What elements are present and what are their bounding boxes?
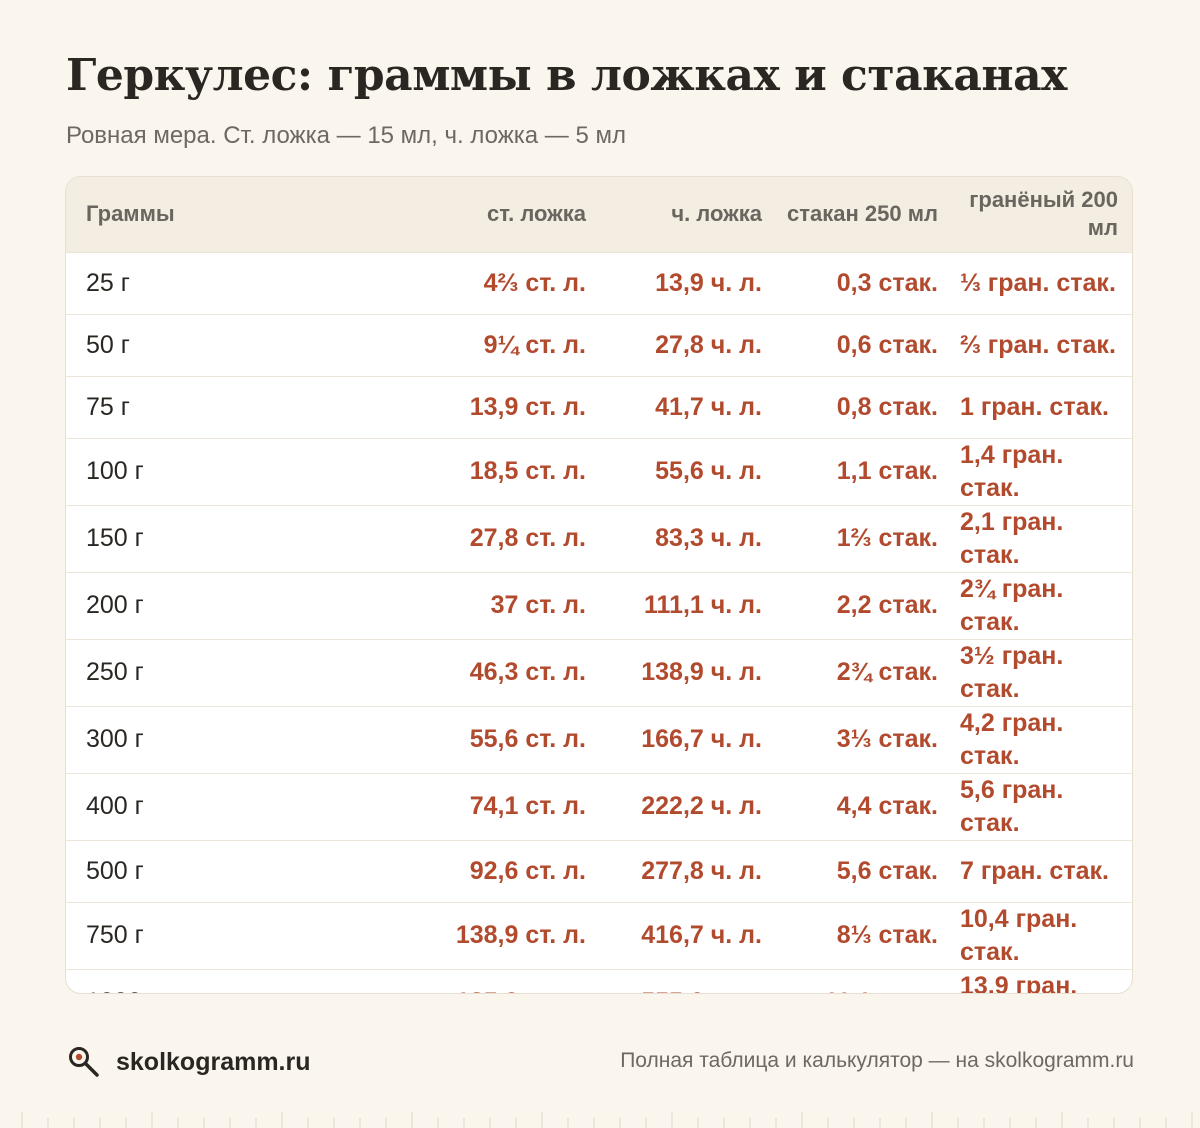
cell-teaspoon: 277,8 ч. л. [641, 856, 762, 885]
cell-grams: 300 г [86, 725, 144, 753]
cell-cup-250: 0,6 стак. [836, 330, 938, 359]
header-cup-250: стакан 250 мл [787, 201, 938, 227]
brand-name: skolkogramm.ru [116, 1047, 311, 1076]
cell-tablespoon: 37 ст. л. [490, 591, 586, 619]
table-row: 200 г 37 ст. л. 111,1 ч. л. 2,2 стак. 2¾ гра… [66, 572, 1132, 639]
table-row: 750 г 138,9 ст. л. 416,7 ч. л. 8⅓ стак. 10,4… [66, 902, 1132, 969]
ruler-decoration [21, 1112, 1193, 1128]
cell-tablespoon: 74,1 ст. л. [469, 792, 586, 820]
cell-teaspoon: 416,7 ч. л. [641, 921, 762, 949]
cell-cup-250: 8⅓ стак. [836, 921, 938, 949]
cell-tablespoon: 55,6 ст. л. [469, 725, 586, 753]
table-row: 500 г 92,6 ст. л. 277,8 ч. л. 5,6 стак. 7 гр… [66, 840, 1132, 902]
table-row: 150 г 27,8 ст. л. 83,3 ч. л. 1⅔ стак. 2,1 гр… [66, 505, 1132, 572]
cell-grams: 1000 г [66, 969, 426, 993]
cell-grams: 100 г [86, 457, 144, 485]
header-faceted-glass-200: гранёный 200 мл [969, 187, 1118, 241]
cell-cup-250: 11,1 стак. [778, 969, 954, 993]
cell-faceted-glass-200: 1 гран. стак. [960, 392, 1109, 421]
cell-teaspoon: 111,1 ч. л. [644, 591, 762, 619]
cell-teaspoon: 13,9 ч. л. [655, 268, 762, 297]
cell-cup-250: 2¾ стак. [836, 658, 938, 686]
magnifier-icon [69, 1047, 99, 1077]
page-subtitle: Ровная мера. Ст. ложка — 15 мл, ч. ложка… [66, 122, 626, 149]
cell-grams: 200 г [86, 591, 144, 619]
table-row: 25 г 4⅔ ст. л. 13,9 ч. л. 0,3 стак. ⅓ гран. … [66, 252, 1132, 314]
cell-tablespoon: 185,2 ст. л. [426, 969, 602, 993]
cell-grams: 750 г [86, 921, 144, 949]
footer-logo[interactable]: skolkogramm.ru [66, 1044, 311, 1080]
cell-tablespoon: 46,3 ст. л. [469, 658, 586, 686]
footer-note: Полная таблица и калькулятор — на skolko… [620, 1049, 1134, 1072]
cell-faceted-glass-200: 7 гран. стак. [960, 856, 1109, 885]
cell-teaspoon: 83,3 ч. л. [655, 524, 762, 552]
cell-teaspoon: 166,7 ч. л. [641, 725, 762, 753]
table-row: 50 г 9¼ ст. л. 27,8 ч. л. 0,6 стак. ⅔ гран. … [66, 314, 1132, 376]
cell-grams: 25 г [86, 268, 130, 297]
cell-cup-250: 1,1 стак. [836, 457, 938, 485]
cell-cup-250: 1⅔ стак. [836, 524, 938, 552]
cell-faceted-glass-200: 2,1 гран. стак. [960, 507, 1064, 569]
cell-grams: 75 г [86, 392, 130, 421]
cell-tablespoon: 13,9 ст. л. [469, 392, 586, 421]
cell-faceted-glass-200: 4,2 гран. стак. [960, 708, 1064, 770]
cell-grams: 50 г [86, 330, 130, 359]
cell-cup-250: 5,6 стак. [836, 856, 938, 885]
cell-faceted-glass-200: 2¾ гран. стак. [960, 574, 1064, 636]
cell-grams: 400 г [86, 792, 144, 820]
cell-faceted-glass-200: 13,9 гран. стак. [960, 971, 1078, 994]
cell-teaspoon: 55,6 ч. л. [655, 457, 762, 485]
cell-cup-250: 2,2 стак. [836, 591, 938, 619]
cell-tablespoon: 4⅔ ст. л. [483, 268, 586, 297]
table-row: 75 г 13,9 ст. л. 41,7 ч. л. 0,8 стак. 1 гран… [66, 376, 1132, 438]
header-tablespoon: ст. ложка [487, 201, 586, 227]
cell-tablespoon: 138,9 ст. л. [455, 921, 586, 949]
header-grams: Граммы [86, 201, 175, 227]
cell-cup-250: 0,3 стак. [836, 268, 938, 297]
cell-tablespoon: 92,6 ст. л. [469, 856, 586, 885]
cell-faceted-glass-200: ⅓ гран. стак. [960, 268, 1116, 297]
cell-teaspoon: 41,7 ч. л. [655, 392, 762, 421]
cell-teaspoon: 555,6 ч. л. [602, 969, 778, 993]
cell-teaspoon: 138,9 ч. л. [641, 658, 762, 686]
cell-teaspoon: 27,8 ч. л. [655, 330, 762, 359]
table-row: 400 г 74,1 ст. л. 222,2 ч. л. 4,4 стак. 5,6 … [66, 773, 1132, 840]
cell-tablespoon: 18,5 ст. л. [469, 457, 586, 485]
cell-faceted-glass-200: 3½ гран. стак. [960, 641, 1064, 703]
page-title: Геркулес: граммы в ложках и стаканах [66, 50, 1067, 101]
table-row: 250 г 46,3 ст. л. 138,9 ч. л. 2¾ стак. 3½ гр… [66, 639, 1132, 706]
cell-grams: 150 г [86, 524, 144, 552]
header-teaspoon: ч. ложка [671, 201, 762, 227]
cell-cup-250: 0,8 стак. [836, 392, 938, 421]
cell-faceted-glass-200: ⅔ гран. стак. [960, 330, 1116, 359]
cell-faceted-glass-200: 5,6 гран. стак. [960, 775, 1064, 837]
cell-faceted-glass-200: 10,4 гран. стак. [960, 904, 1078, 966]
cell-tablespoon: 9¼ ст. л. [483, 330, 586, 359]
cell-tablespoon: 27,8 ст. л. [469, 524, 586, 552]
cell-grams: 500 г [86, 856, 144, 885]
table-row: 100 г 18,5 ст. л. 55,6 ч. л. 1,1 стак. 1,4 г… [66, 438, 1132, 505]
table-row: 1000 г185,2 ст. л.555,6 ч. л.11,1 стак. 1… [66, 969, 1132, 994]
table-header-row: Граммы ст. ложка ч. ложка стакан 250 мл … [66, 177, 1132, 252]
cell-grams: 250 г [86, 658, 144, 686]
table-body: 25 г 4⅔ ст. л. 13,9 ч. л. 0,3 стак. ⅓ гран. … [66, 252, 1132, 994]
conversion-table: Граммы ст. ложка ч. ложка стакан 250 мл … [66, 177, 1132, 994]
cell-cup-250: 3⅓ стак. [836, 725, 938, 753]
cell-faceted-glass-200: 1,4 гран. стак. [960, 440, 1064, 502]
cell-teaspoon: 222,2 ч. л. [641, 792, 762, 820]
conversion-table-card: Граммы ст. ложка ч. ложка стакан 250 мл … [65, 176, 1133, 994]
table-row: 300 г 55,6 ст. л. 166,7 ч. л. 3⅓ стак. 4,2 г… [66, 706, 1132, 773]
cell-cup-250: 4,4 стак. [836, 792, 938, 820]
